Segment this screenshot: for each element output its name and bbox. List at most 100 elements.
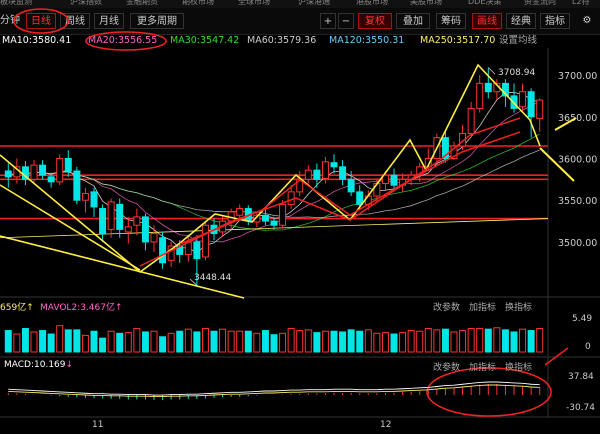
macd-switch-indicator[interactable]: 换指标 bbox=[505, 363, 533, 373]
volume-bar bbox=[90, 330, 98, 353]
top-nav-item[interactable]: 板块监测 bbox=[0, 0, 32, 6]
candle-body bbox=[381, 174, 389, 185]
zoom-out-button[interactable]: − bbox=[338, 13, 354, 29]
vol-add-indicator[interactable]: 加指标 bbox=[469, 303, 497, 313]
candle-body bbox=[30, 164, 38, 180]
macd-dea bbox=[8, 384, 540, 398]
rights-button[interactable]: 复权 bbox=[358, 13, 392, 29]
ma20-label: MA20:3556.55 bbox=[88, 35, 158, 46]
candle-body bbox=[270, 220, 278, 226]
volume-bar bbox=[399, 332, 407, 353]
candle-body bbox=[124, 226, 132, 233]
draw-line-button[interactable]: 画线 bbox=[472, 13, 502, 29]
price-tick: 3550.00 bbox=[558, 196, 597, 207]
vol-switch-indicator[interactable]: 换指标 bbox=[505, 303, 533, 313]
high-pointer bbox=[488, 67, 496, 75]
top-nav-item[interactable]: 港股市场 bbox=[356, 0, 388, 6]
weekly-button[interactable]: 周线 bbox=[60, 13, 90, 29]
volume-bar bbox=[313, 332, 321, 353]
candle-body bbox=[159, 237, 167, 264]
ma-line bbox=[8, 149, 540, 218]
gear-icon[interactable]: ⚙ bbox=[582, 15, 592, 26]
top-nav-item[interactable]: L2特 bbox=[572, 0, 590, 6]
mavol-label: MAVOL2:3.467亿↑ bbox=[40, 303, 123, 313]
chips-button[interactable]: 筹码 bbox=[436, 13, 466, 29]
volume-bar bbox=[270, 334, 278, 353]
candle-body bbox=[39, 164, 47, 176]
monthly-button[interactable]: 月线 bbox=[94, 13, 124, 29]
ma10-label: MA10:3580.41 bbox=[2, 35, 72, 46]
indicator-button[interactable]: 指标 bbox=[540, 13, 570, 29]
ma30-label: MA30:3547.42 bbox=[170, 35, 240, 46]
vol-tick-zero: 0 bbox=[585, 342, 591, 352]
candle-body bbox=[141, 216, 149, 243]
volume-bar bbox=[459, 330, 467, 353]
candle-body bbox=[279, 203, 287, 226]
macd-edit-params[interactable]: 改参数 bbox=[433, 363, 461, 373]
candle-body bbox=[287, 191, 295, 205]
candle-body bbox=[133, 216, 141, 226]
candle-body bbox=[467, 107, 475, 134]
ma120-label: MA120:3550.31 bbox=[329, 35, 405, 46]
arrow-up bbox=[554, 117, 577, 131]
volume-bar bbox=[30, 331, 38, 353]
daily-button[interactable]: 日线 bbox=[26, 13, 56, 29]
top-nav-item[interactable]: 资金流向 bbox=[524, 0, 556, 6]
volume-bar bbox=[73, 329, 81, 353]
candle-body bbox=[64, 157, 72, 172]
candle-body bbox=[484, 82, 492, 93]
volume-bar bbox=[116, 332, 124, 353]
candle-body bbox=[321, 161, 329, 180]
top-nav-item[interactable]: 期权市场 bbox=[182, 0, 214, 6]
candle-body bbox=[536, 99, 544, 119]
ma60-label: MA60:3579.36 bbox=[247, 35, 317, 46]
volume-bar bbox=[201, 327, 209, 353]
volume-bar bbox=[339, 331, 347, 353]
candle-body bbox=[116, 203, 124, 230]
minute-button[interactable]: 分钟 bbox=[0, 15, 20, 26]
volume-bar bbox=[416, 330, 424, 353]
price-tick: 3700.00 bbox=[558, 71, 597, 82]
volume-bar bbox=[330, 330, 338, 353]
top-nav-item[interactable]: 沪深港通 bbox=[298, 0, 330, 6]
classic-button[interactable]: 经典 bbox=[506, 13, 536, 29]
top-nav-item[interactable]: 金融期货 bbox=[126, 0, 158, 6]
volume-bar bbox=[124, 332, 132, 353]
top-nav-item[interactable]: 美股市场 bbox=[410, 0, 442, 6]
more-periods-button[interactable]: 更多周期 bbox=[130, 13, 184, 29]
volume-bar bbox=[21, 327, 29, 353]
volume-bar bbox=[193, 331, 201, 353]
volume-bar bbox=[519, 328, 527, 353]
candle-body bbox=[356, 191, 364, 205]
price-tick: 3600.00 bbox=[558, 154, 597, 165]
overlay-button[interactable]: 叠加 bbox=[396, 13, 430, 29]
volume-bar bbox=[501, 329, 509, 353]
volume-bar bbox=[441, 328, 449, 353]
candle-body bbox=[330, 162, 338, 168]
volume-bar bbox=[219, 328, 227, 353]
volume-bar bbox=[373, 332, 381, 353]
candle-body bbox=[193, 241, 201, 260]
top-nav-item[interactable]: 沪深指数 bbox=[70, 0, 102, 6]
ma-settings-link[interactable]: 设置均线 bbox=[499, 35, 538, 46]
x-label-nov: 11 bbox=[92, 420, 104, 430]
candle-body bbox=[56, 157, 64, 183]
low-annotation: 3448.44 bbox=[194, 273, 232, 283]
candle-body bbox=[99, 208, 107, 235]
volume-bar bbox=[467, 327, 475, 353]
macd-dif bbox=[8, 381, 540, 396]
volume-bar bbox=[356, 330, 364, 353]
candle-body bbox=[73, 170, 81, 201]
macd-add-indicator[interactable]: 加指标 bbox=[469, 363, 497, 373]
highlight-ma20 bbox=[85, 31, 167, 51]
vol-tick-top: 5.49 bbox=[572, 314, 593, 324]
top-nav-item[interactable]: DDE决策 bbox=[468, 0, 502, 6]
volume-bar bbox=[304, 329, 312, 353]
vol-edit-params[interactable]: 改参数 bbox=[433, 303, 461, 313]
zoom-in-button[interactable]: + bbox=[320, 13, 336, 29]
volume-bar bbox=[407, 330, 415, 353]
toolbar: 分钟 日线 周线 月线 更多周期 + − 复权 叠加 筹码 画线 经典 指标 ⚙ bbox=[0, 8, 600, 35]
top-nav-item[interactable]: 全球市场 bbox=[238, 0, 270, 6]
candle-body bbox=[339, 166, 347, 180]
